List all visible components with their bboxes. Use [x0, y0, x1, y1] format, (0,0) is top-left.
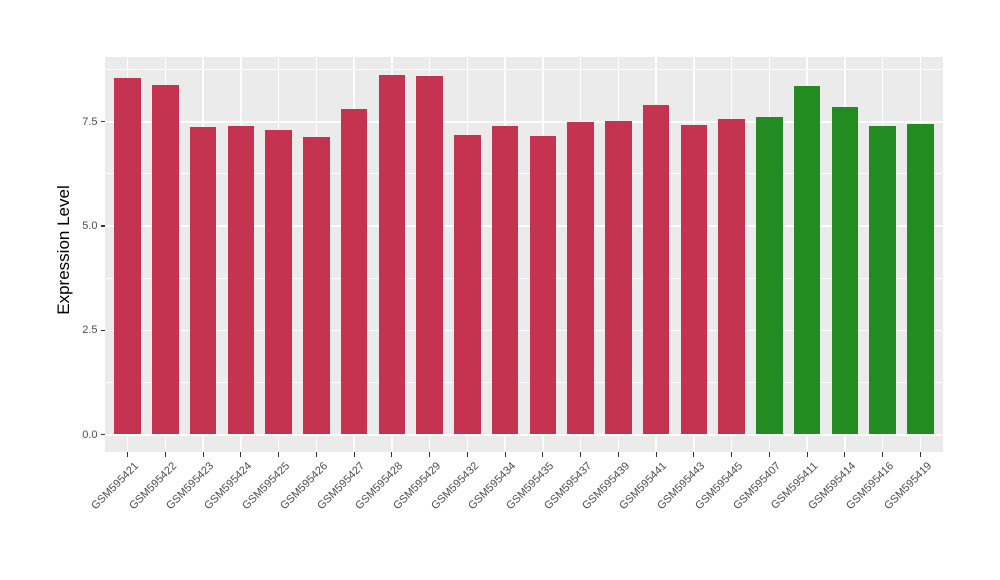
y-major-gridline — [105, 329, 943, 332]
bar-GSM595427 — [340, 109, 368, 434]
bar-GSM595439 — [605, 121, 632, 434]
x-axis-tick — [429, 452, 431, 457]
x-axis-tick — [504, 452, 506, 457]
bar-GSM595411 — [793, 85, 821, 434]
bar-GSM595422 — [152, 84, 179, 434]
x-axis-tick — [693, 452, 695, 457]
bar-GSM595423 — [189, 126, 217, 434]
y-axis-tick-label: 5.0 — [82, 220, 98, 233]
x-axis-tick — [164, 452, 166, 457]
y-axis-tick — [100, 329, 105, 331]
y-axis-title: Expression Level — [54, 185, 73, 315]
bar-GSM595424 — [227, 125, 255, 434]
y-minor-gridline — [105, 173, 943, 174]
y-minor-gridline — [105, 277, 943, 279]
x-axis-tick — [391, 452, 393, 457]
x-axis-tick — [127, 452, 129, 457]
y-axis-tick — [100, 434, 105, 436]
bar-GSM595428 — [378, 75, 406, 434]
bar-GSM595445 — [718, 118, 745, 434]
y-minor-gridline — [105, 68, 943, 70]
plot-panel — [105, 57, 943, 452]
y-axis-tick-label: 0.0 — [82, 428, 98, 441]
x-axis-tick — [617, 452, 619, 457]
bar-GSM595416 — [869, 126, 896, 434]
x-axis-tick — [278, 452, 280, 457]
bar-GSM595434 — [491, 126, 519, 434]
bar-GSM595441 — [642, 104, 670, 434]
bar-GSM595407 — [756, 116, 783, 434]
x-axis-tick — [202, 452, 204, 457]
y-minor-gridline — [105, 381, 943, 383]
x-axis-tick — [466, 452, 468, 457]
bar-GSM595432 — [454, 134, 481, 434]
x-axis-tick — [806, 452, 808, 457]
bar-GSM595419 — [907, 124, 934, 434]
y-axis-tick-label: 7.5 — [82, 115, 98, 128]
x-axis-tick — [882, 452, 884, 457]
y-major-gridline — [105, 225, 943, 227]
bar-GSM595425 — [265, 130, 292, 434]
y-major-gridline — [105, 121, 943, 123]
y-axis-tick — [100, 121, 105, 123]
x-axis-tick — [844, 452, 846, 457]
x-axis-tick — [353, 452, 355, 457]
bar-GSM595426 — [303, 136, 330, 434]
x-axis-tick — [240, 452, 242, 457]
bar-GSM595437 — [567, 122, 594, 434]
x-axis-tick — [655, 452, 657, 457]
bar-GSM595421 — [114, 78, 141, 434]
y-axis-tick-label: 2.5 — [82, 324, 98, 337]
x-axis-tick — [919, 452, 921, 457]
bar-GSM595414 — [831, 107, 859, 434]
bar-GSM595443 — [680, 125, 708, 434]
bar-GSM595429 — [416, 75, 443, 434]
x-axis-tick — [580, 452, 582, 457]
bar-GSM595435 — [529, 136, 557, 434]
x-axis-tick — [315, 452, 317, 457]
y-major-gridline — [105, 434, 943, 436]
y-axis-tick — [100, 225, 105, 227]
x-axis-tick — [768, 452, 770, 457]
x-axis-tick — [542, 452, 544, 457]
x-axis-tick — [731, 452, 733, 457]
